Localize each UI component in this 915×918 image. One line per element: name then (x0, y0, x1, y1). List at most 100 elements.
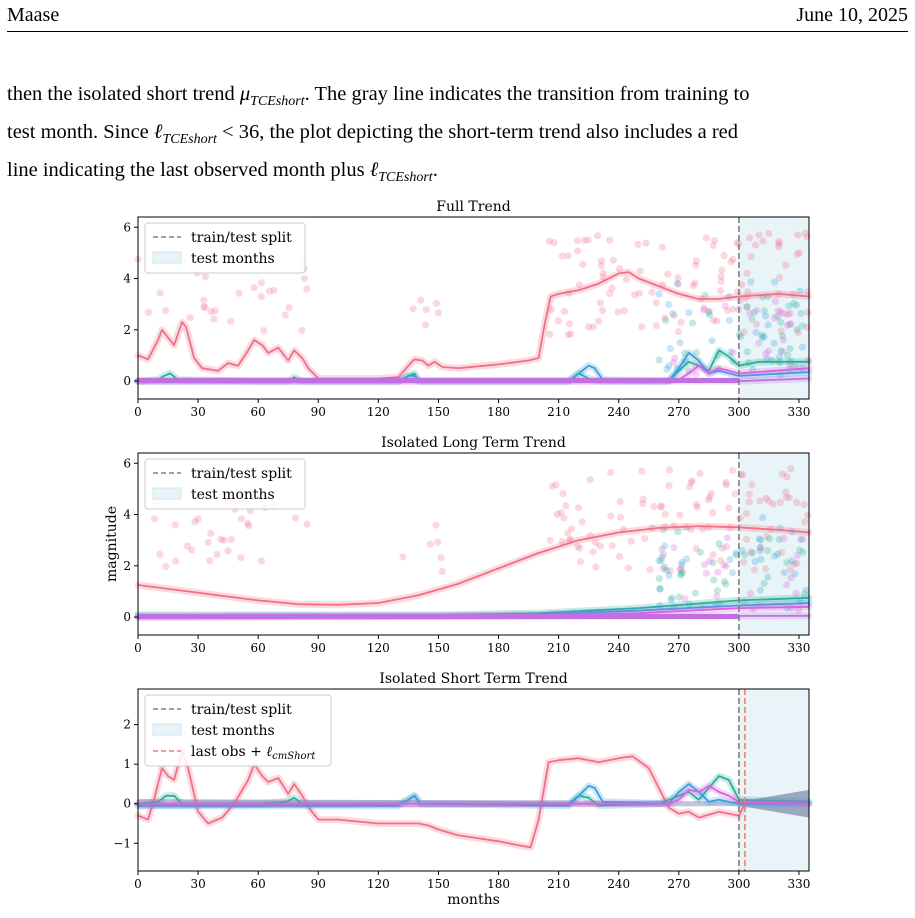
observation-point (584, 236, 592, 244)
observation-point (783, 581, 791, 589)
observation-point (732, 551, 740, 559)
legend: train/test split test months (144, 222, 306, 274)
observation-point (762, 494, 770, 502)
observation-point (709, 509, 717, 517)
observation-point (580, 236, 589, 244)
observation-point (655, 290, 663, 298)
observation-point (593, 231, 602, 240)
observation-point (722, 481, 730, 489)
observation-point (701, 291, 709, 299)
observation-point (665, 300, 673, 309)
observation-point (596, 542, 604, 550)
observation-point (655, 556, 663, 565)
observation-point (426, 540, 434, 548)
observation-point (650, 502, 658, 511)
y-axis-label: magnitude (104, 506, 120, 582)
observation-point (206, 557, 214, 565)
observation-point (749, 365, 757, 374)
observation-point (765, 497, 773, 505)
observation-point (743, 303, 751, 311)
observation-point (608, 542, 616, 550)
observation-point (692, 348, 701, 357)
observation-point (755, 231, 763, 239)
observation-point (560, 307, 569, 315)
observation-point (188, 546, 196, 554)
observation-point (786, 309, 794, 317)
observation-point (706, 493, 714, 501)
observation-point (661, 316, 670, 325)
observation-point (786, 320, 794, 329)
observation-point (717, 556, 725, 565)
observation-point (727, 348, 735, 356)
observation-point (674, 527, 682, 536)
observation-point (779, 336, 787, 344)
observation-point (585, 323, 593, 331)
observation-point (738, 546, 746, 555)
y-tick-label: 6 (123, 456, 131, 470)
observation-point (781, 261, 790, 269)
observation-point (624, 564, 633, 572)
observation-point (591, 538, 600, 547)
observation-point (646, 566, 654, 574)
observation-point (421, 321, 430, 329)
observation-point (596, 299, 604, 307)
observation-point (778, 470, 786, 478)
observation-point (775, 240, 783, 248)
observation-point (752, 328, 760, 337)
observation-point (716, 287, 724, 295)
observation-point (683, 555, 691, 563)
x-tick-label: 60 (251, 641, 266, 655)
x-tick-label: 0 (134, 641, 142, 655)
observation-point (217, 535, 225, 543)
y-tick-label: 1 (123, 757, 131, 771)
x-tick-label: 60 (251, 405, 266, 419)
observation-point (674, 280, 682, 288)
observation-point (622, 275, 631, 283)
observation-point (689, 282, 698, 290)
observation-point (670, 312, 678, 320)
observation-point (747, 252, 755, 261)
observation-point (681, 595, 689, 603)
observation-point (161, 306, 170, 315)
observation-point (731, 490, 739, 498)
observation-point (552, 481, 560, 489)
observation-point (727, 258, 735, 266)
observation-point (708, 337, 716, 345)
observation-point (586, 476, 594, 484)
legend-test-label: test months (191, 251, 275, 267)
x-tick-label: 30 (190, 641, 205, 655)
observation-point (792, 589, 800, 597)
x-tick-label: 90 (311, 405, 326, 419)
observation-point (564, 252, 572, 260)
observation-point (677, 318, 685, 326)
observation-point (770, 339, 778, 347)
observation-point (615, 552, 624, 561)
observation-point (237, 515, 246, 523)
observation-point (579, 260, 587, 268)
observation-point (775, 353, 783, 361)
observation-point (627, 537, 635, 545)
observation-point (550, 239, 558, 247)
observation-point (564, 529, 572, 537)
observation-point (642, 239, 650, 247)
observation-point (207, 308, 215, 316)
observation-point (741, 551, 749, 559)
observation-point (657, 557, 665, 565)
observation-point (257, 279, 265, 287)
observation-point (614, 308, 622, 316)
observation-point (665, 362, 673, 370)
x-axis-label: months (447, 892, 500, 908)
observation-point (748, 549, 756, 557)
observation-point (201, 303, 209, 312)
x-tick-label: 210 (547, 877, 570, 891)
observation-point (150, 515, 159, 523)
observation-point (700, 561, 709, 569)
observation-point (669, 310, 677, 318)
header-author: Maase (7, 4, 60, 26)
observation-point (608, 284, 616, 292)
observation-point (409, 305, 417, 313)
observation-point (782, 493, 790, 501)
observation-point (783, 473, 791, 481)
legend-test-label: test months (191, 723, 275, 739)
observation-point (573, 247, 582, 255)
